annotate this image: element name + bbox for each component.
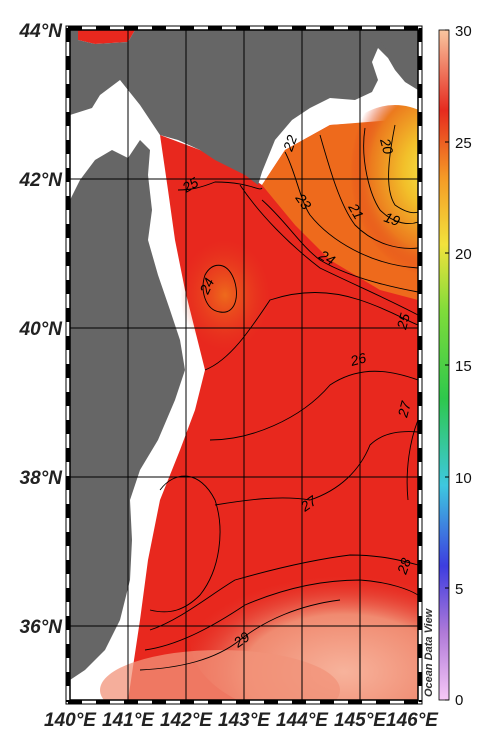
colorbar-tick-label: 10 [455,470,472,487]
lon-label: 141°E [102,710,155,731]
colorbar-tick-label: 0 [455,692,463,709]
map-frame [65,25,423,705]
contour-label: 27 [394,398,414,419]
longitude-labels: 140°E 141°E 142°E 143°E 144°E 145°E 146°… [44,710,439,731]
colorbar-tick-label: 30 [455,23,472,40]
land-islet [380,36,398,52]
border-ticks [66,26,422,704]
warm-region-southwest [100,650,340,700]
cool-spot-west [180,240,270,350]
lon-label: 144°E [276,710,329,731]
lon-label: 146°E [386,710,439,731]
contour-label: 22 [279,133,300,154]
lon-label: 145°E [334,710,387,731]
colorbar-tick-label: 15 [455,358,472,375]
latitude-labels: 44°N 42°N 40°N 38°N 36°N [19,21,64,638]
cold-core-northeast [320,105,418,295]
contour-label: 24 [196,275,218,297]
contour-label: 19 [382,209,402,229]
lon-label: 140°E [44,710,97,731]
graticule [70,30,418,700]
contour-label: 26 [348,349,368,369]
lat-label: 44°N [19,21,64,42]
contour-label: 23 [292,190,315,213]
colorbar-tick-label: 5 [455,581,463,598]
lon-label: 142°E [160,710,213,731]
lat-label: 42°N [19,170,64,191]
contour-label: 21 [345,200,367,222]
contour-label: 24 [316,246,339,268]
colorbar-tick-label: 20 [455,246,472,263]
contour-label: 28 [393,556,414,577]
lon-label: 143°E [218,710,271,731]
ocean-strip-north [78,30,135,44]
contour-label: 20 [377,136,397,156]
lat-label: 40°N [19,319,64,340]
contour-label: 25 [393,311,413,331]
colorbar: 30 25 20 15 10 5 0 [438,23,472,709]
colorbar-tick-label: 25 [455,135,472,152]
contour-label: 29 [230,628,253,651]
contour-lines [139,124,418,671]
ocean-data-view-credit: Ocean Data View [423,607,435,697]
lat-label: 36°N [20,617,64,638]
lat-label: 38°N [20,468,64,489]
